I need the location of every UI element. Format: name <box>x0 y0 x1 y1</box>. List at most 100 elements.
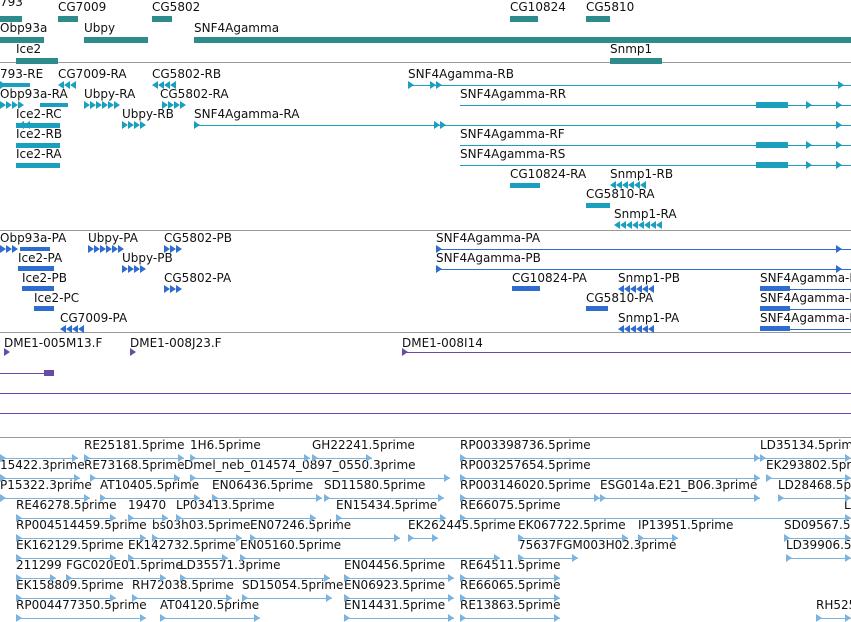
est-label[interactable]: EK067722.5prime <box>518 518 626 532</box>
est-label[interactable]: RE13863.5prime <box>460 598 561 612</box>
est-label[interactable]: RE73168.5prime <box>84 458 185 472</box>
est-label[interactable]: ESG014a.E21_B06.3prime <box>600 478 758 492</box>
est-label[interactable]: EK158809.5prime <box>16 578 124 592</box>
exon-bar[interactable] <box>512 286 540 291</box>
track-label[interactable]: Ice2-RA <box>16 147 62 161</box>
track-label[interactable]: CG7009-PA <box>60 311 128 325</box>
est-label[interactable]: 1H6.5prime <box>190 438 261 452</box>
track-label[interactable]: Ubpy-RB <box>122 107 174 121</box>
track-label[interactable]: Obp93a-PA <box>0 231 67 245</box>
est-label[interactable]: RP003398736.5prime <box>460 438 591 452</box>
exon-bar[interactable] <box>40 103 68 107</box>
track-label[interactable]: Obp93a <box>0 21 48 35</box>
track-label[interactable]: CG7009-RA <box>58 67 127 81</box>
gene-bar[interactable] <box>510 16 538 22</box>
track-label[interactable]: 793-RE <box>0 67 44 81</box>
track-label[interactable]: Snmp1-RB <box>610 167 674 181</box>
track-label[interactable]: SNF4Agamma-F <box>760 311 851 325</box>
track-label[interactable]: DME1-005M13.F <box>4 336 103 350</box>
est-label[interactable]: EK162129.5prime <box>16 538 124 552</box>
exon-bar[interactable] <box>16 143 60 148</box>
exon-bar[interactable] <box>510 183 540 188</box>
est-label[interactable]: RE25181.5prime <box>84 438 185 452</box>
track-label[interactable]: Ice2 <box>16 42 42 56</box>
track-label[interactable]: SNF4Agamma-RA <box>194 107 300 121</box>
track-label[interactable]: Ice2-PC <box>34 291 80 305</box>
est-label[interactable]: AT10405.5prime <box>100 478 200 492</box>
exon-bar[interactable] <box>756 102 788 108</box>
exon-bar[interactable] <box>760 326 790 331</box>
est-label[interactable]: L <box>844 498 851 512</box>
exon-bar[interactable] <box>586 203 610 208</box>
track-label[interactable]: CG5802-RB <box>152 67 222 81</box>
est-label[interactable]: LD39906.5 <box>786 538 851 552</box>
track-label[interactable]: CG5810 <box>586 0 635 14</box>
track-label[interactable]: CG5802-PA <box>164 271 232 285</box>
est-label[interactable]: SD15054.5prime <box>242 578 344 592</box>
est-label[interactable]: RP003257654.5prime <box>460 458 591 472</box>
track-label[interactable]: Ice2-PB <box>22 271 67 285</box>
track-label[interactable]: Ubpy-RA <box>84 87 136 101</box>
track-label[interactable]: SNF4Agamma-RF <box>460 127 565 141</box>
est-label[interactable]: EN06436.5prime <box>212 478 314 492</box>
est-label[interactable]: RE66065.5prime <box>460 578 561 592</box>
track-label[interactable]: SNF4Agamma-RB <box>408 67 514 81</box>
track-label[interactable]: Ubpy-PB <box>122 251 173 265</box>
gene-bar[interactable] <box>0 37 44 43</box>
track-label[interactable]: Snmp1-PB <box>618 271 680 285</box>
track-label[interactable]: Snmp1 <box>610 42 653 56</box>
track-label[interactable]: CG10824 <box>510 0 566 14</box>
est-label[interactable]: LD35134.5prime <box>760 438 851 452</box>
track-label[interactable]: SNF4Agamma-PB <box>436 251 541 265</box>
track-label[interactable]: Ubpy <box>84 21 116 35</box>
track-label[interactable]: CG10824-PA <box>512 271 587 285</box>
exon-bar[interactable] <box>760 286 790 291</box>
track-label[interactable]: CG5810-RA <box>586 187 655 201</box>
est-label[interactable]: EN06923.5prime <box>344 578 446 592</box>
track-label[interactable]: SNF4Agamma <box>194 21 280 35</box>
est-label[interactable]: 75637FGM003H02.3prime <box>518 538 677 552</box>
est-label[interactable]: EK293802.5prime <box>766 458 851 472</box>
est-label[interactable]: EK262445.5prime <box>408 518 516 532</box>
track-label[interactable]: CG5810-PA <box>586 291 654 305</box>
track-label[interactable]: SNF4Agamma-F <box>760 271 851 285</box>
est-label[interactable]: EN15434.5prime <box>336 498 438 512</box>
track-label[interactable]: DME1-008J23.F <box>130 336 222 350</box>
est-label[interactable]: RE46278.5prime <box>16 498 117 512</box>
gene-bar[interactable] <box>84 37 148 43</box>
gene-bar[interactable] <box>610 58 662 64</box>
est-label[interactable]: EN05160.5prime <box>240 538 342 552</box>
gene-bar[interactable] <box>152 16 172 22</box>
track-label[interactable]: Ice2-RC <box>16 107 62 121</box>
exon-bar[interactable] <box>0 83 30 87</box>
exon-bar[interactable] <box>18 266 54 271</box>
est-label[interactable]: LD35571.3prime <box>180 558 281 572</box>
track-label[interactable]: SNF4Agamma-RS <box>460 147 566 161</box>
est-label[interactable]: LP03413.5prime <box>176 498 275 512</box>
exon-bar[interactable] <box>586 306 608 311</box>
est-label[interactable]: 211299 <box>16 558 62 572</box>
track-label[interactable]: CG7009 <box>58 0 107 14</box>
est-label[interactable]: 19470 <box>128 498 167 512</box>
track-label[interactable]: Ice2-RB <box>16 127 63 141</box>
gene-bar[interactable] <box>58 16 78 22</box>
track-label[interactable]: Ubpy-PA <box>88 231 138 245</box>
exon-bar[interactable] <box>756 162 788 168</box>
track-label[interactable]: SNF4Agamma-RR <box>460 87 567 101</box>
clone-end[interactable] <box>44 370 54 376</box>
gene-bar[interactable] <box>16 58 58 64</box>
exon-bar[interactable] <box>20 247 50 251</box>
est-label[interactable]: RH525 <box>816 598 851 612</box>
exon-bar[interactable] <box>16 163 60 168</box>
est-label[interactable]: EN14431.5prime <box>344 598 446 612</box>
est-label[interactable]: P15322.3prime <box>0 478 92 492</box>
exon-bar[interactable] <box>756 142 788 148</box>
exon-bar[interactable] <box>34 306 54 311</box>
track-label[interactable]: Snmp1-PA <box>618 311 680 325</box>
est-label[interactable]: RH72038.5prime <box>132 578 234 592</box>
est-label[interactable]: EN07246.5prime <box>250 518 352 532</box>
track-label[interactable]: CG5802-RA <box>160 87 229 101</box>
est-label[interactable]: LD28468.5prime <box>778 478 851 492</box>
est-label[interactable]: AT04120.5prime <box>160 598 260 612</box>
est-label[interactable]: SD11580.5prime <box>324 478 426 492</box>
